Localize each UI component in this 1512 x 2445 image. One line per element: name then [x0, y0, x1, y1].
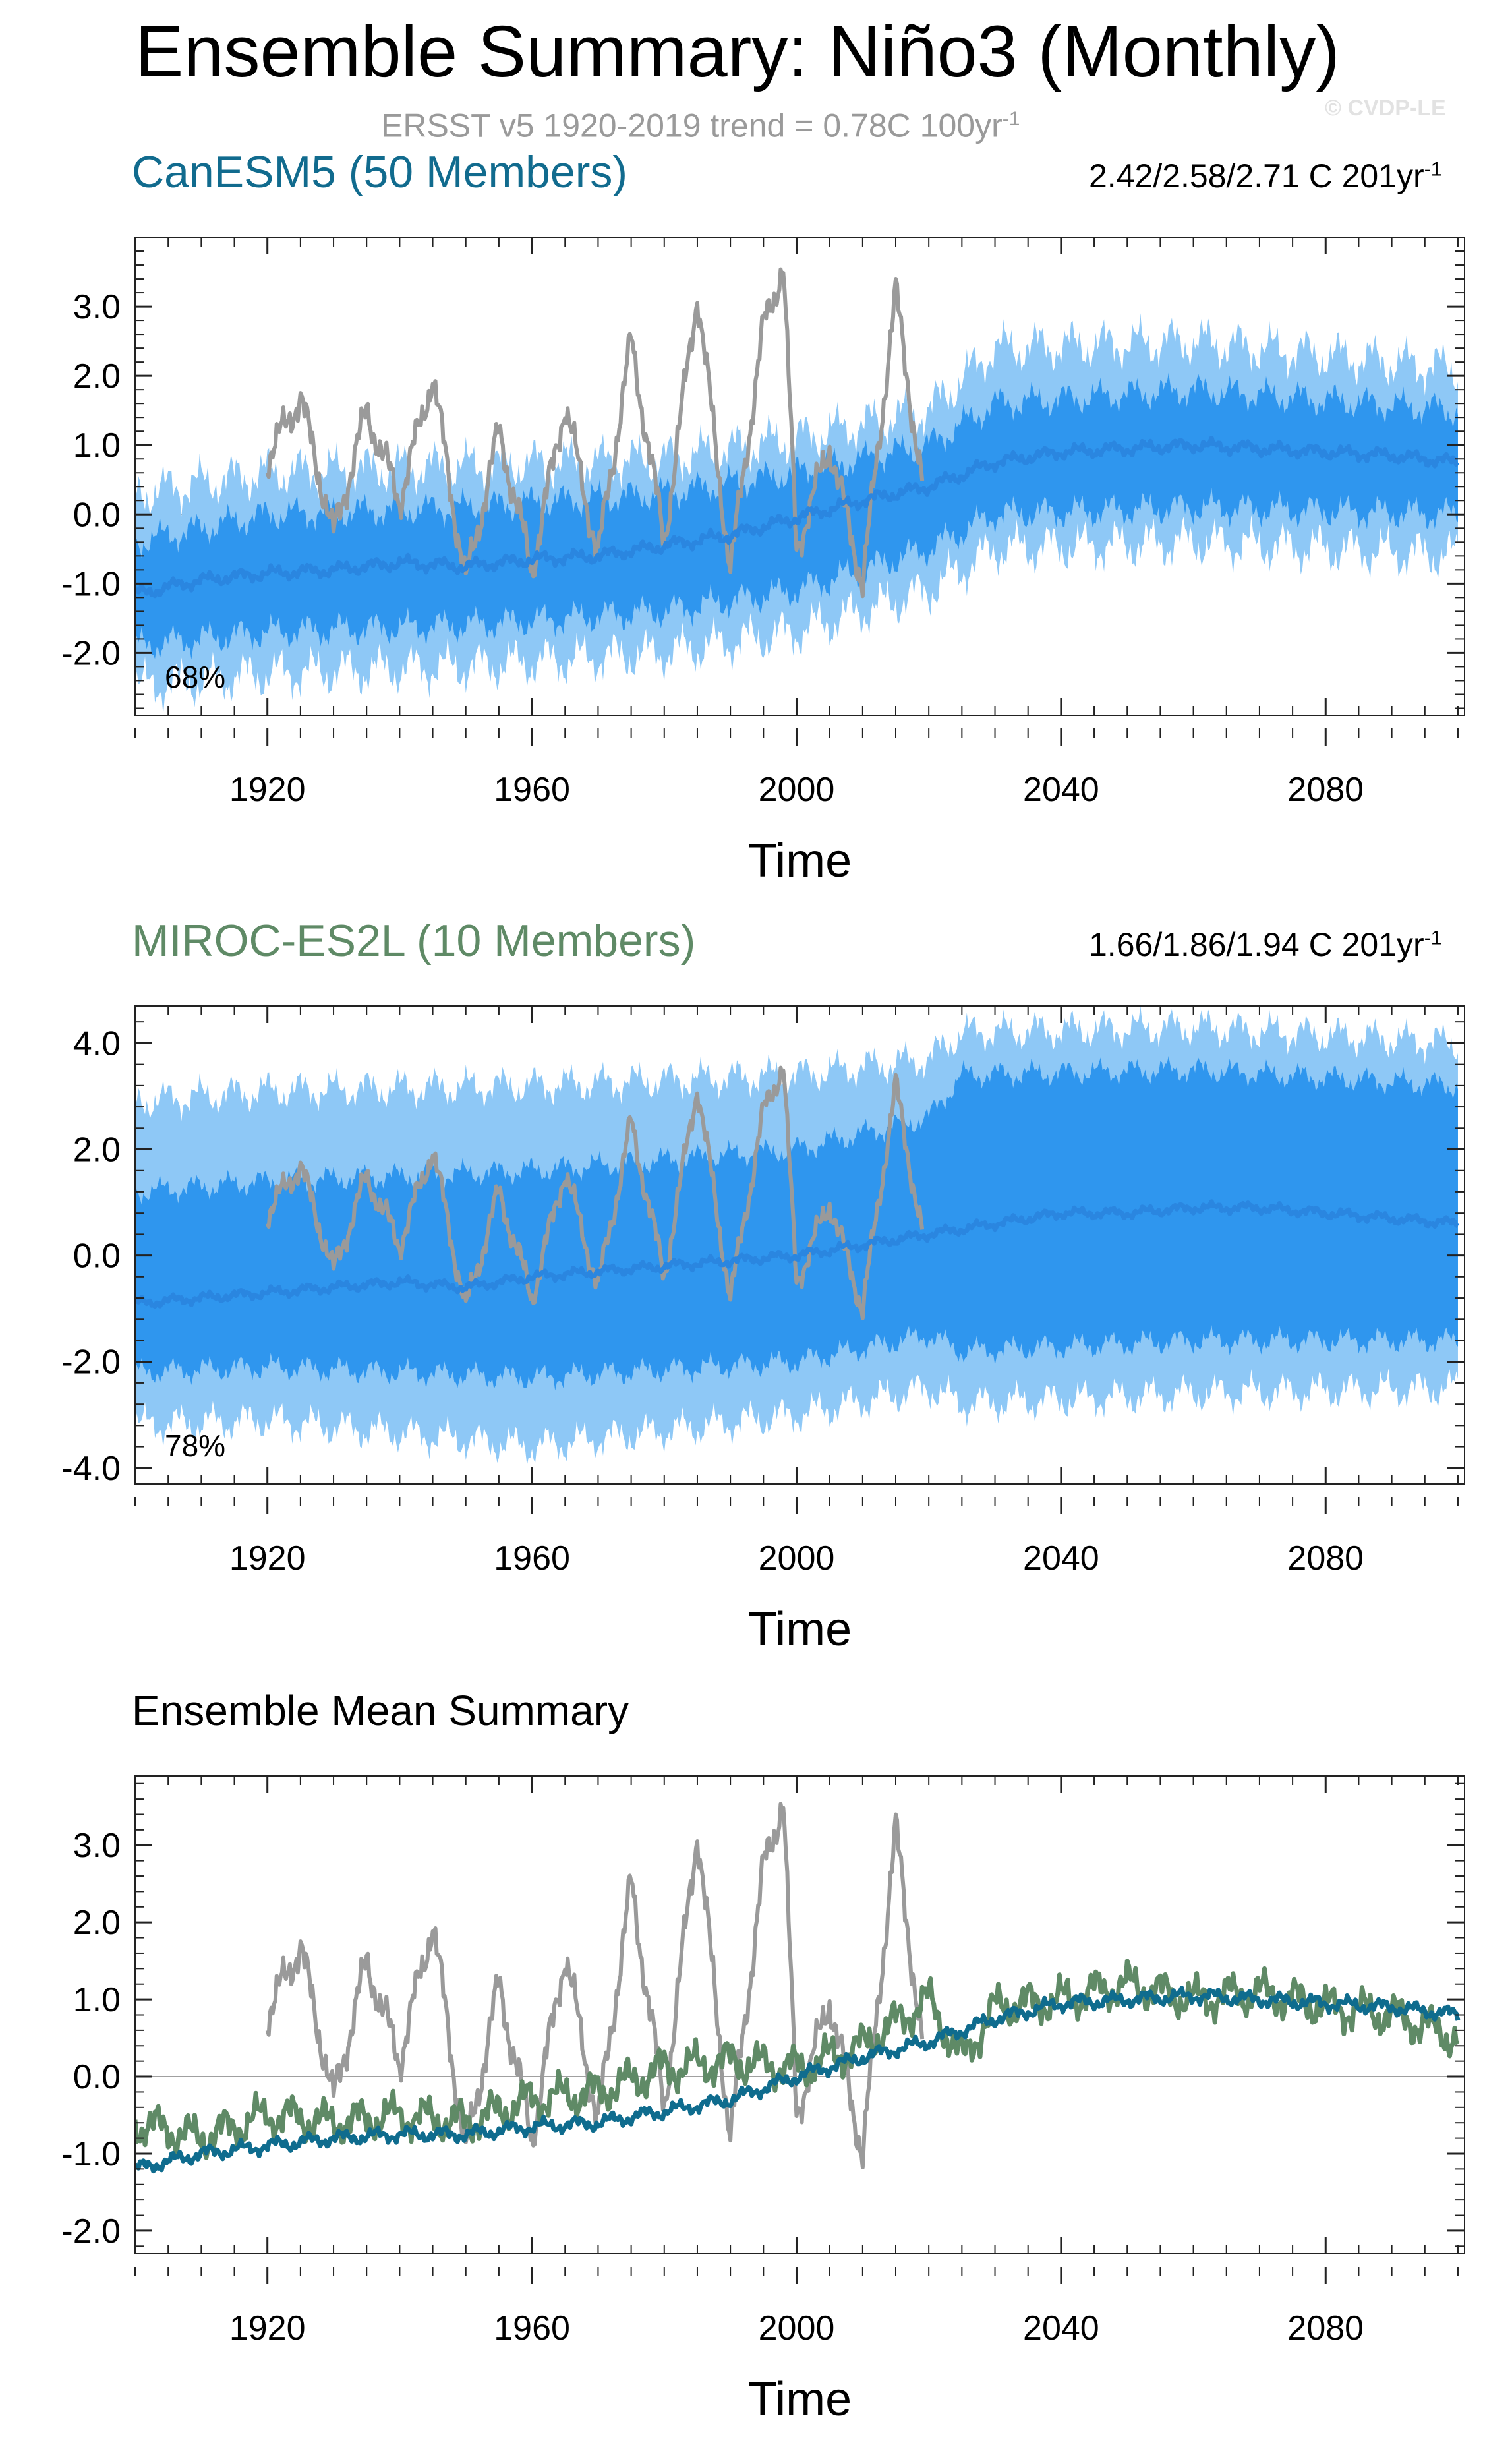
x-axis-label: Time [748, 1603, 852, 1656]
plot-frame [134, 237, 1465, 716]
y-tick-label: 0.0 [73, 2058, 121, 2096]
plot-area [135, 267, 1465, 715]
page-subtitle: ERSST v5 1920-2019 trend = 0.78C 100yr-1 [381, 99, 1020, 146]
y-tick-label: -1.0 [61, 2135, 121, 2173]
page-subtitle-sup: -1 [1002, 108, 1020, 130]
trend-sup: -1 [1424, 927, 1442, 949]
canesm5_mean-line [135, 1986, 1461, 2174]
plot-frame [134, 1005, 1465, 1485]
panel-title: CanESM5 (50 Members) [132, 147, 628, 197]
x-axis-label: Time [748, 2373, 852, 2426]
watermark: © CVDP-LE [1325, 96, 1446, 121]
y-tick-label: -4.0 [61, 1450, 121, 1488]
x-tick-label: 2080 [1287, 1539, 1364, 1577]
x-tick-label: 1920 [229, 1539, 306, 1577]
plot-frame [134, 1775, 1465, 2254]
panel-title: MIROC-ES2L (10 Members) [132, 916, 696, 966]
y-tick-label: 4.0 [73, 1024, 121, 1063]
x-tick-label: 1920 [229, 2309, 306, 2347]
y-tick-label: 2.0 [73, 1904, 121, 1942]
x-tick-label: 1960 [494, 2309, 570, 2347]
x-tick-label: 2080 [1287, 2309, 1364, 2347]
observed-line [265, 1802, 925, 2170]
chart-canesm5: -2.0 -1.0 0.0 1.0 2.0 3.0 1920 1960 2000 2040 2080… [61, 237, 1465, 887]
x-tick-label: 1960 [494, 1539, 570, 1577]
y-tick-label: -2.0 [61, 2212, 121, 2251]
ensemble_mean-line [135, 1199, 1459, 1309]
y-tick-label: 2.0 [73, 1131, 121, 1169]
page-title: Ensemble Summary: Niño3 (Monthly) [135, 11, 1340, 92]
ensemble-spread-inner [135, 1055, 1458, 1391]
trend-text: 1.66/1.86/1.94 C 201yr [1089, 926, 1424, 963]
x-tick-label: 1960 [494, 771, 570, 809]
percent-label: 78% [165, 1429, 225, 1463]
y-tick-label: -1.0 [61, 565, 121, 603]
y-tick-label: 0.0 [73, 1237, 121, 1276]
trend-label: 2.42/2.58/2.71 C 201yr-1 [1089, 157, 1441, 195]
y-tick-label: 3.0 [73, 288, 121, 326]
y-tick-label: 3.0 [73, 1827, 121, 1865]
y-tick-label: -2.0 [61, 1343, 121, 1382]
y-tick-label: -2.0 [61, 634, 121, 672]
y-tick-label: 1.0 [73, 427, 121, 465]
page-subtitle-text: ERSST v5 1920-2019 trend = 0.78C 100yr [381, 107, 1003, 144]
y-tick-label: 2.0 [73, 357, 121, 396]
x-tick-label: 2080 [1287, 771, 1364, 809]
x-axis-label: Time [748, 835, 852, 887]
x-tick-label: 2040 [1023, 2309, 1099, 2347]
observed-line [265, 1065, 925, 1320]
y-tick-label: 0.0 [73, 496, 121, 534]
miroc_mean-line [135, 1959, 1460, 2160]
x-tick-label: 1920 [229, 771, 306, 809]
x-tick-label: 2000 [759, 1539, 835, 1577]
plot-area [135, 1006, 1465, 1465]
x-tick-label: 2040 [1023, 1539, 1099, 1577]
plot-area [135, 1802, 1465, 2174]
observed-line [265, 267, 925, 599]
x-tick-label: 2000 [759, 2309, 835, 2347]
x-tick-label: 2000 [759, 771, 835, 809]
y-tick-label: 1.0 [73, 1981, 121, 2019]
trend-label: 1.66/1.86/1.94 C 201yr-1 [1089, 926, 1441, 964]
ensemble_mean-line [135, 435, 1459, 599]
trend-text: 2.42/2.58/2.71 C 201yr [1089, 158, 1424, 194]
panel-title: Ensemble Mean Summary [132, 1687, 629, 1734]
chart-miroc: -4.0 -2.0 0.0 2.0 4.0 1920 1960 2000 2040 2080 Tim… [61, 1005, 1465, 1656]
percent-label: 68% [165, 660, 225, 694]
x-tick-label: 2040 [1023, 771, 1099, 809]
trend-sup: -1 [1424, 158, 1442, 181]
chart-ensemble-mean: -2.0 -1.0 0.0 1.0 2.0 3.0 1920 1960 2000 2040 2080… [61, 1775, 1465, 2426]
